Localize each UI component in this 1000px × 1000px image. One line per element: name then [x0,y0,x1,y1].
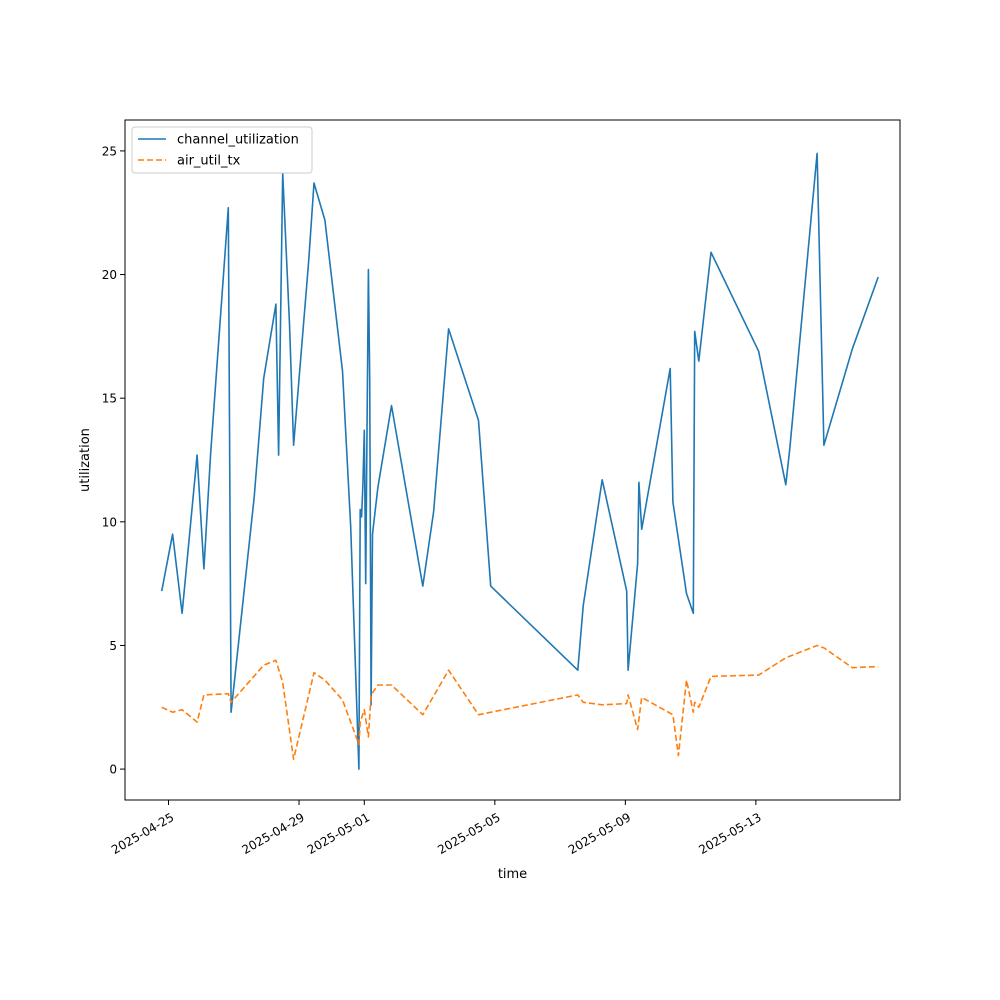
x-axis-label: time [498,867,527,882]
y-tick-label: 25 [102,144,117,158]
legend-frame [131,126,313,174]
y-tick-label: 15 [102,392,117,406]
y-axis-label: utilization [78,428,93,492]
axes-frame [124,119,901,801]
series-layer [160,152,879,770]
plot-area [125,120,900,800]
legend: channel_utilization air_util_tx [131,126,313,174]
y-axis-ticks: 0 5 10 15 20 25 [102,144,125,777]
y-tick-label: 0 [109,763,117,777]
y-tick-label: 20 [102,268,117,282]
legend-label: channel_utilization [177,133,299,148]
series-line-channel-utilization [160,152,879,770]
series-line-air-util-tx [161,644,879,760]
y-tick-label: 5 [109,639,117,653]
legend-label: air_util_tx [177,154,241,169]
y-tick-label: 10 [102,515,117,529]
